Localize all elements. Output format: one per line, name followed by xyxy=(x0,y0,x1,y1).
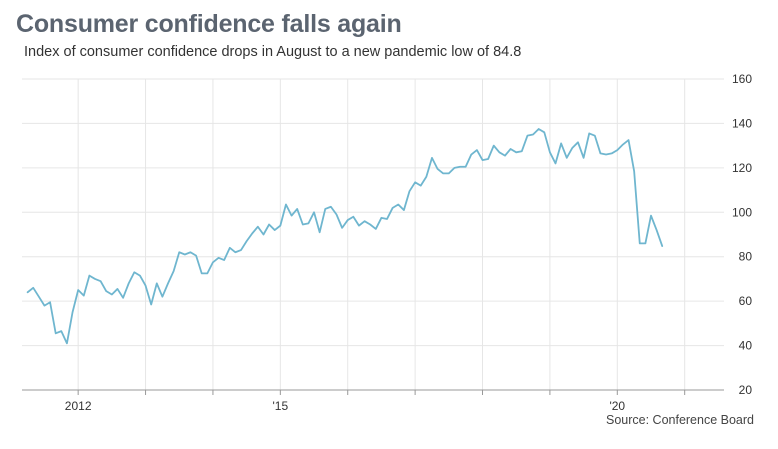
x-tick-label: '15 xyxy=(273,399,289,413)
y-tick-label: 80 xyxy=(739,250,753,264)
gridlines xyxy=(22,78,724,390)
x-tick-label: 2012 xyxy=(65,399,92,413)
chart-subtitle: Index of consumer confidence drops in Au… xyxy=(24,44,522,60)
source-note: Source: Conference Board xyxy=(605,413,754,427)
y-tick-label: 140 xyxy=(732,116,752,130)
axes: 20 40 60 80 100 120 140 160 2012 '15 '20 xyxy=(22,72,752,413)
y-tick-label: 120 xyxy=(732,161,752,175)
y-tick-label: 40 xyxy=(739,339,753,353)
y-tick-label: 160 xyxy=(732,72,752,86)
x-tick-label: '20 xyxy=(609,399,625,413)
y-tick-label: 60 xyxy=(739,294,753,308)
series-group xyxy=(26,128,664,345)
chart-title: Consumer confidence falls again xyxy=(16,10,402,38)
y-tick-label: 100 xyxy=(732,205,752,219)
series-line xyxy=(26,128,664,345)
y-tick-label: 20 xyxy=(739,383,753,397)
